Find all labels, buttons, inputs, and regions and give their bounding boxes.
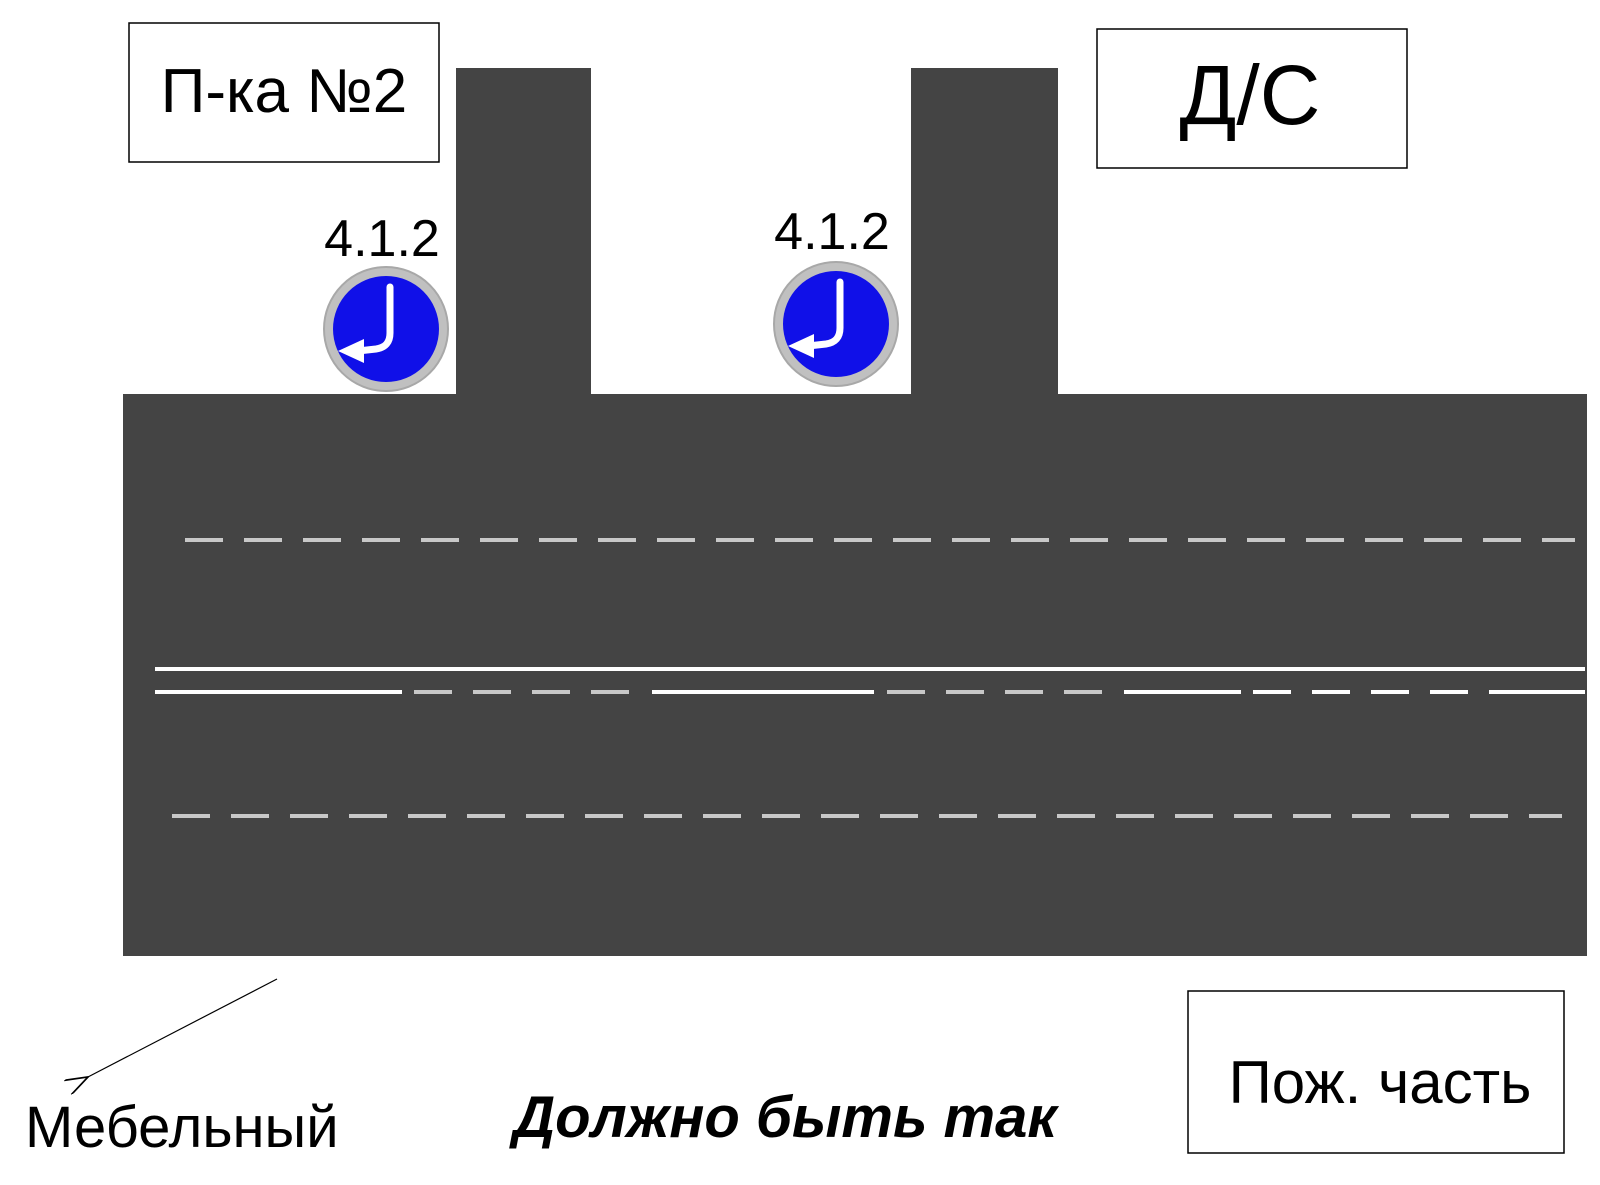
building-label: П-ка №2 [161, 57, 407, 126]
side-road [911, 68, 1058, 398]
direction-label: Мебельный [25, 1095, 339, 1160]
sign-icon [324, 267, 448, 391]
sign-code: 4.1.2 [324, 210, 440, 268]
building-box [1096, 28, 1408, 169]
sign-icon [774, 262, 898, 386]
sign-code: 4.1.2 [774, 203, 890, 261]
building-box [128, 22, 440, 163]
direction-arrow [86, 978, 278, 1078]
main-road [123, 394, 1587, 956]
caption: Должно быть так [508, 1085, 1059, 1150]
building-label: Д/С [1180, 48, 1321, 142]
side-road [456, 68, 591, 398]
building-label: Пож. часть [1229, 1049, 1532, 1116]
building-box [1187, 990, 1565, 1154]
